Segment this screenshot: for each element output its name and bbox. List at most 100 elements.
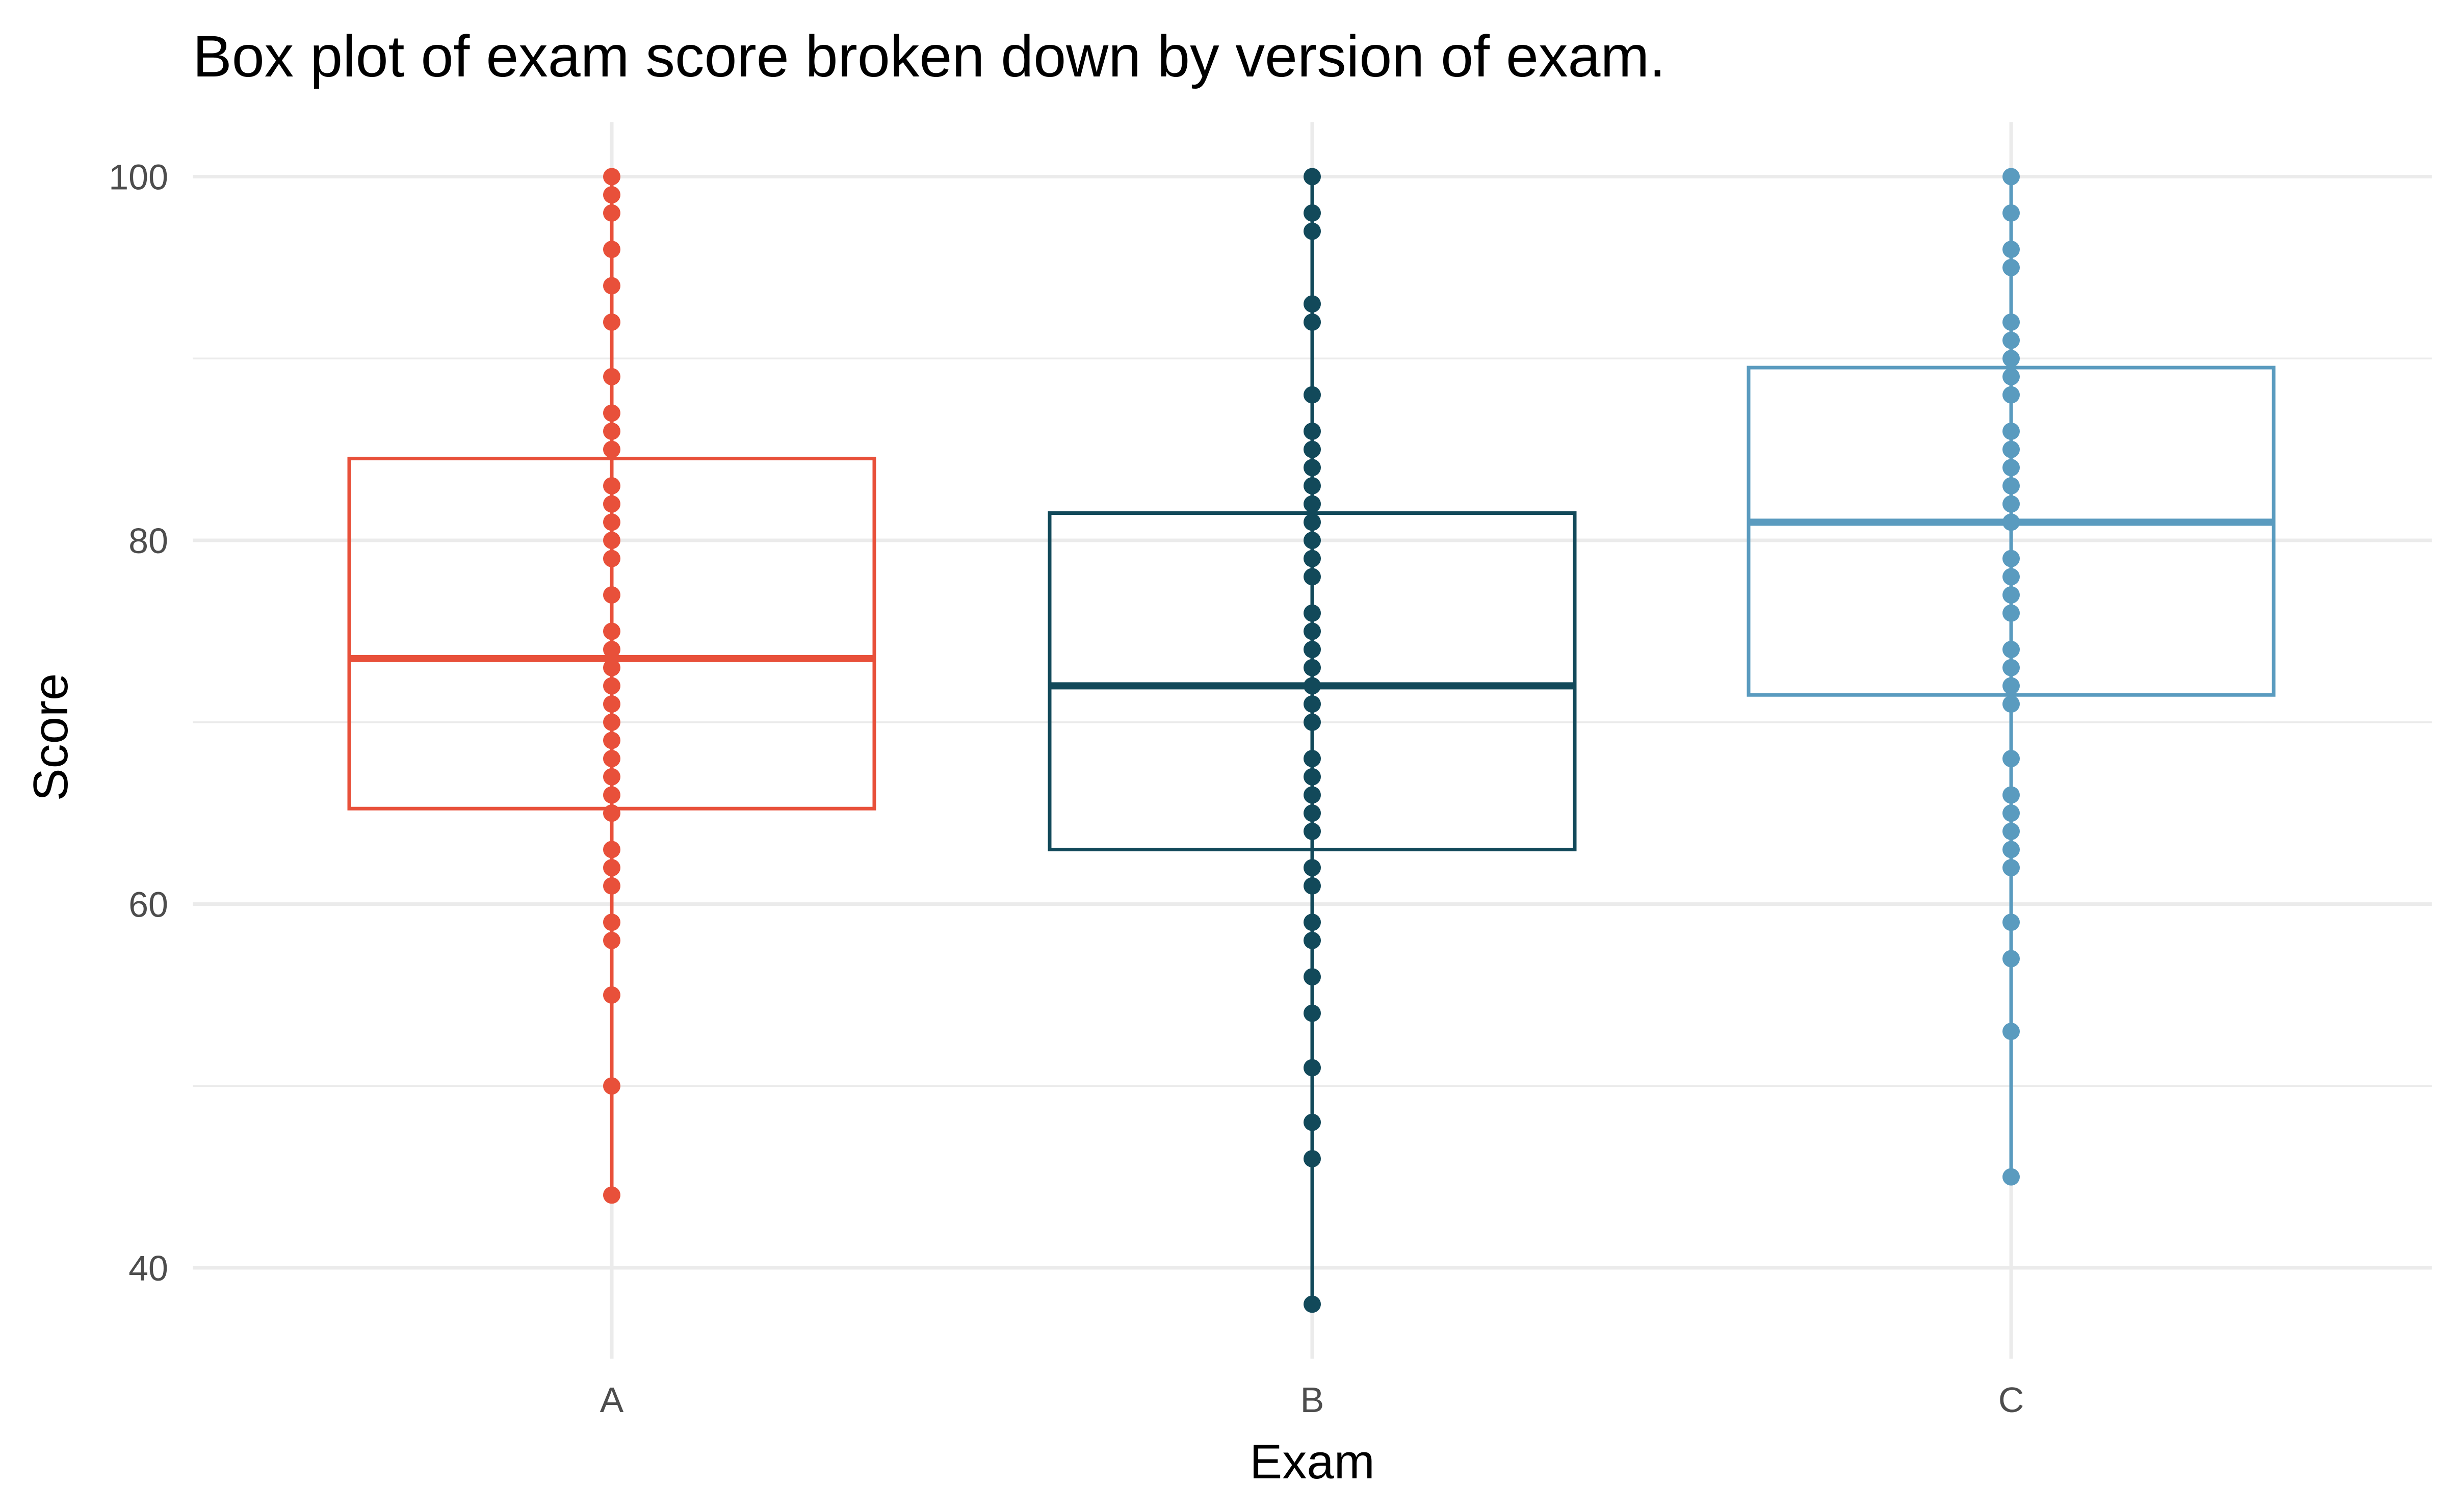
data-point [603, 677, 620, 695]
data-point [2002, 659, 2020, 676]
data-point [2002, 204, 2020, 222]
data-point [2002, 477, 2020, 494]
data-point [1304, 386, 1321, 404]
box-group-c [1747, 168, 2276, 1186]
data-point [603, 804, 620, 822]
chart-title: Box plot of exam score broken down by ve… [193, 24, 1665, 89]
data-point [1304, 1295, 1321, 1313]
data-point [1304, 532, 1321, 549]
x-tick-label: A [600, 1380, 624, 1420]
data-point [2002, 440, 2020, 458]
data-point [2002, 750, 2020, 768]
data-point [603, 786, 620, 804]
data-point [1304, 677, 1321, 695]
y-tick-label: 60 [128, 885, 168, 925]
data-point [2002, 822, 2020, 840]
data-point [603, 659, 620, 676]
data-point [603, 750, 620, 768]
data-point [2002, 550, 2020, 567]
data-point [1304, 750, 1321, 768]
data-point [2002, 422, 2020, 440]
data-point [603, 586, 620, 604]
data-point [603, 168, 620, 186]
x-axis-title: Exam [1249, 1435, 1374, 1489]
data-point [2002, 241, 2020, 258]
data-point [603, 422, 620, 440]
data-point [603, 768, 620, 786]
data-point [1304, 204, 1321, 222]
data-point [1304, 495, 1321, 513]
data-point [2002, 168, 2020, 186]
data-point [603, 641, 620, 659]
data-point [2002, 859, 2020, 877]
data-point [603, 1077, 620, 1095]
data-point [603, 241, 620, 258]
data-point [603, 877, 620, 895]
data-point [2002, 804, 2020, 822]
data-point [603, 477, 620, 494]
data-point [2002, 331, 2020, 349]
data-point [1304, 550, 1321, 567]
data-point [1304, 768, 1321, 786]
data-point [2002, 495, 2020, 513]
data-point [1304, 641, 1321, 659]
data-point [1304, 822, 1321, 840]
data-point [2002, 313, 2020, 331]
data-point [603, 495, 620, 513]
data-point [2002, 604, 2020, 622]
data-point [603, 204, 620, 222]
data-point [2002, 258, 2020, 276]
data-point [1304, 659, 1321, 676]
data-point [603, 186, 620, 204]
data-point [1304, 313, 1321, 331]
data-point [2002, 950, 2020, 968]
boxes [347, 168, 2276, 1313]
box-group-b [1048, 168, 1577, 1313]
data-point [1304, 1059, 1321, 1077]
data-point [1304, 168, 1321, 186]
data-point [2002, 786, 2020, 804]
data-point [1304, 1113, 1321, 1131]
data-point [2002, 677, 2020, 695]
data-point [1304, 914, 1321, 931]
data-point [1304, 459, 1321, 477]
data-point [603, 1186, 620, 1204]
data-point [1304, 804, 1321, 822]
data-point [603, 914, 620, 931]
y-tick-label: 40 [128, 1248, 168, 1288]
data-point [2002, 841, 2020, 858]
data-point [603, 532, 620, 549]
data-point [1304, 968, 1321, 986]
data-point [1304, 622, 1321, 640]
data-point [1304, 695, 1321, 713]
data-point [2002, 1168, 2020, 1186]
data-point [2002, 695, 2020, 713]
data-point [603, 313, 620, 331]
data-point [1304, 477, 1321, 494]
data-point [2002, 586, 2020, 604]
data-point [1304, 1004, 1321, 1022]
box-group-a [347, 168, 876, 1204]
data-point [603, 732, 620, 749]
data-point [603, 277, 620, 295]
x-tick-label: B [1300, 1380, 1324, 1420]
data-point [1304, 877, 1321, 895]
x-tick-label: C [1998, 1380, 2024, 1420]
data-point [1304, 295, 1321, 313]
data-point [603, 695, 620, 713]
y-axis-ticks: 40 60 80 100 [109, 158, 168, 1289]
y-axis-title: Score [23, 673, 78, 801]
data-point [2002, 368, 2020, 385]
data-point [1304, 513, 1321, 531]
data-point [2002, 350, 2020, 368]
data-point [603, 513, 620, 531]
data-point [2002, 513, 2020, 531]
data-point [1304, 568, 1321, 586]
y-tick-label: 100 [109, 158, 168, 197]
y-tick-label: 80 [128, 521, 168, 561]
data-point [2002, 1023, 2020, 1040]
data-point [1304, 222, 1321, 240]
data-point [603, 404, 620, 422]
data-point [1304, 931, 1321, 949]
